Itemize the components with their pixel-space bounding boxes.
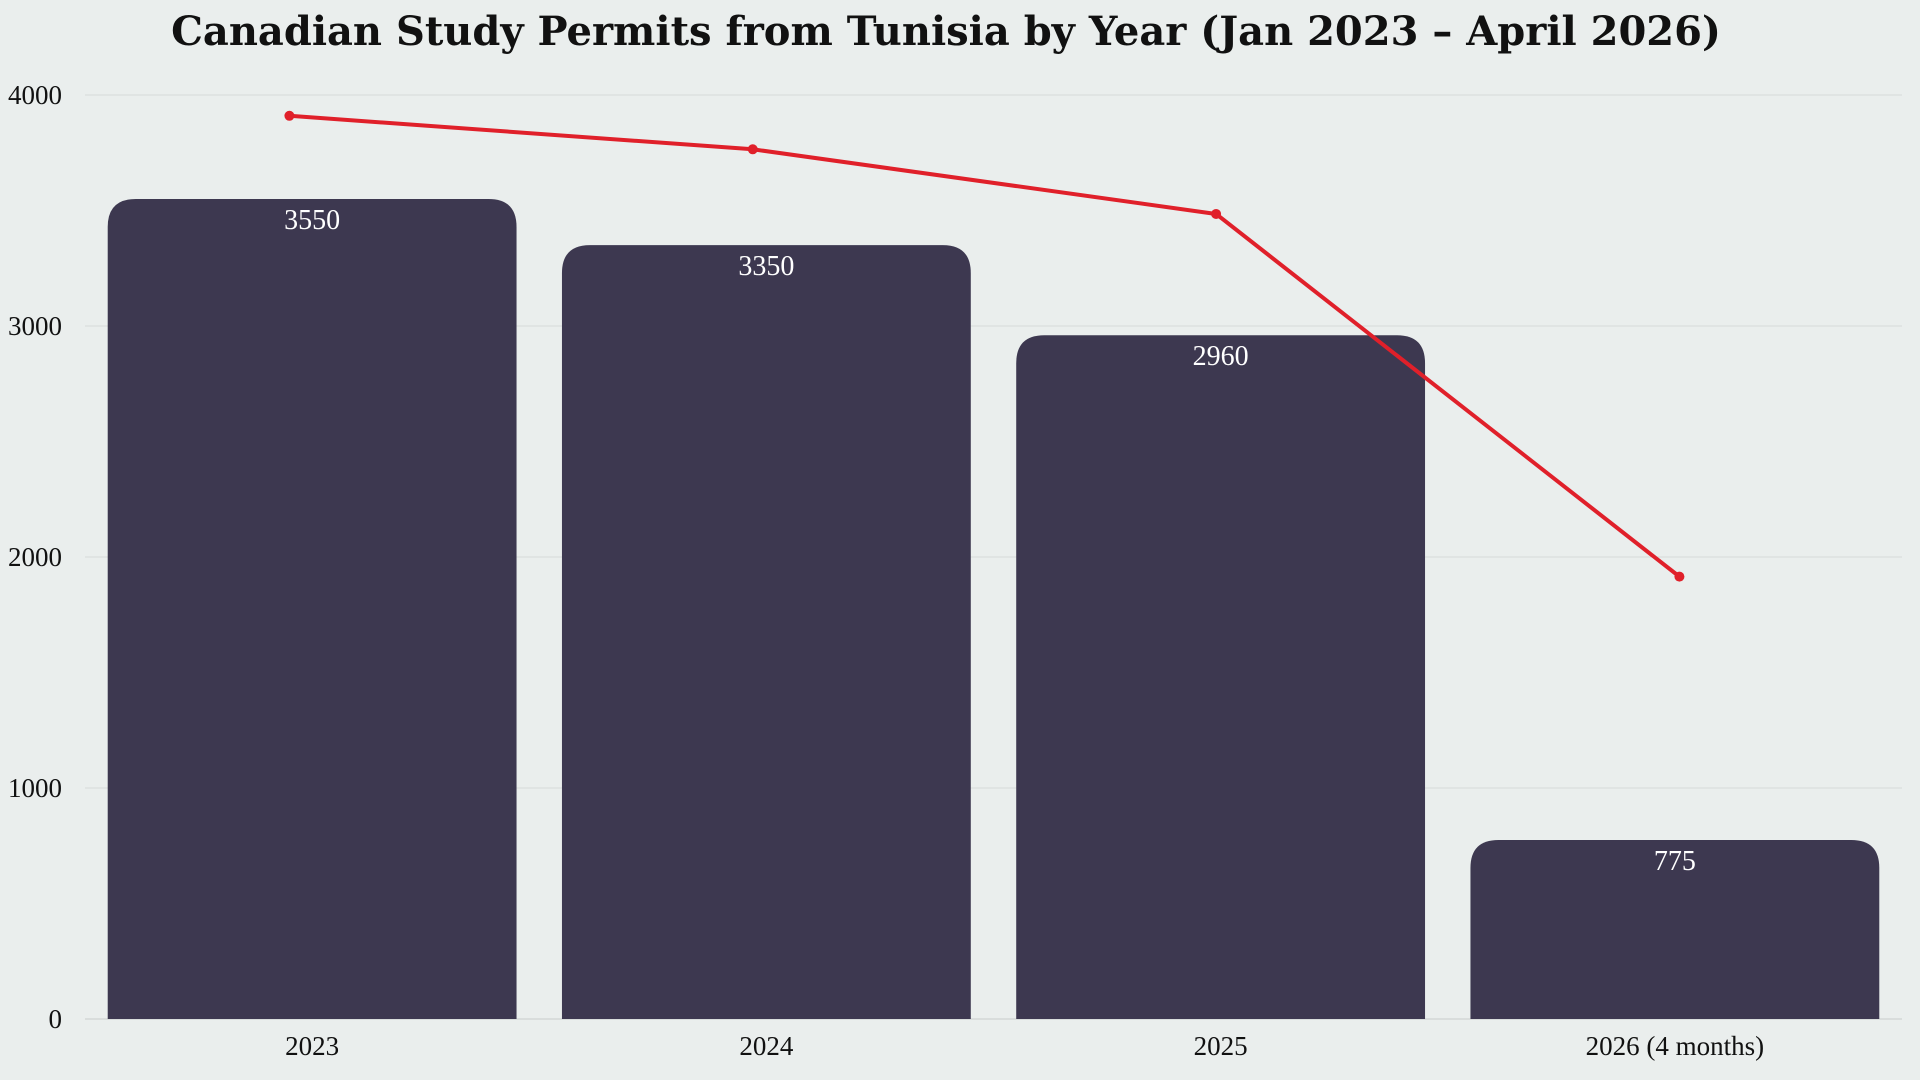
bar-layer [107, 198, 1880, 1019]
line-layer [284, 110, 1685, 582]
x-tick-label: 2024 [739, 1031, 794, 1061]
x-tick-label: 2025 [1194, 1031, 1248, 1061]
trend-point [284, 110, 295, 121]
bar-data-label: 775 [1654, 846, 1696, 877]
trend-point [1674, 571, 1685, 582]
bar [1016, 335, 1426, 1019]
label-layer: 0 1000 2000 3000 4000 3550 2023 3350 2024 2960 202… [8, 80, 1764, 1061]
bar [1470, 839, 1880, 1019]
chart-title: Canadian Study Permits from Tunisia by Y… [171, 8, 1721, 55]
y-tick-label: 4000 [8, 80, 62, 110]
y-tick-label: 0 [49, 1004, 63, 1034]
trend-point [1211, 208, 1222, 219]
x-tick-label: 2023 [285, 1031, 339, 1061]
x-tick-label: 2026 (4 months) [1586, 1031, 1765, 1061]
bar-data-label: 2960 [1193, 341, 1249, 372]
y-tick-label: 2000 [8, 542, 62, 572]
y-tick-label: 3000 [8, 311, 62, 341]
bar [107, 198, 517, 1019]
bar-data-label: 3350 [738, 251, 794, 282]
bar [561, 245, 971, 1019]
trend-point [747, 144, 758, 155]
bar-data-label: 3550 [284, 205, 340, 236]
y-tick-label: 1000 [8, 773, 62, 803]
trend-line [289, 113, 1681, 579]
